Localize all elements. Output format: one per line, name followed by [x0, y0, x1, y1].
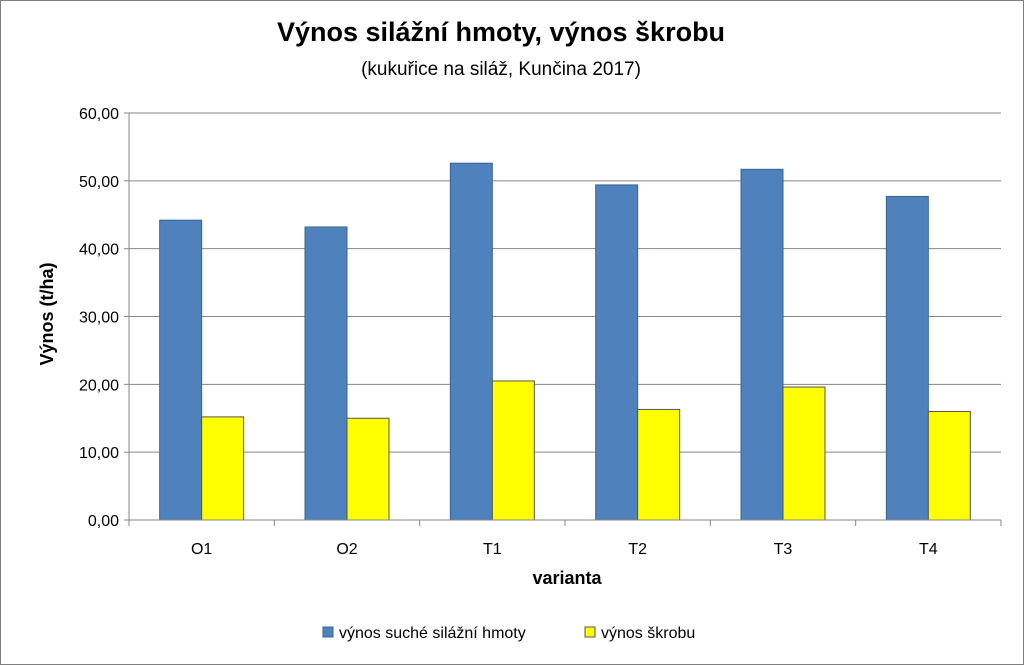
legend: výnos suché silážní hmoty výnos škrobu: [322, 625, 695, 642]
bar-O1-series-1: [159, 219, 203, 521]
legend-label: výnos škrobu: [601, 625, 695, 642]
y-tick-label: 0,00: [88, 513, 119, 530]
chart-title: Výnos silážní hmoty, výnos škrobu: [277, 17, 725, 47]
chart-subtitle: (kukuřice na siláž, Kunčina 2017): [361, 59, 641, 80]
bar-O1-series-2: [201, 416, 245, 521]
x-axis-ticks: O1 O2 T1 T2 T3 T4: [128, 520, 1002, 558]
y-tick-label: 20,00: [79, 377, 119, 394]
bars: [159, 162, 971, 521]
legend-swatch: [322, 626, 334, 638]
y-tick-label: 10,00: [79, 445, 119, 462]
y-axis-ticks: 0,00 10,00 20,00 30,00 40,00 50,00 60,00: [79, 106, 129, 530]
y-tick-label: 40,00: [79, 242, 119, 259]
bar-T2-series-2: [637, 408, 681, 521]
y-axis-title: Výnos (t/ha): [37, 262, 57, 365]
legend-swatch: [584, 626, 596, 638]
legend-label: výnos suché silážní hmoty: [339, 625, 526, 642]
bar-O2-series-2: [346, 417, 390, 521]
bar-T4-series-1: [885, 195, 929, 521]
bar-T3-series-1: [740, 168, 784, 521]
y-tick-label: 50,00: [79, 174, 119, 191]
y-tick-label: 30,00: [79, 310, 119, 327]
bar-O2-series-1: [304, 226, 348, 521]
x-axis-title: varianta: [532, 568, 602, 588]
bar-T2-series-1: [595, 184, 639, 521]
x-tick-label: O2: [336, 541, 357, 558]
x-tick-label: T3: [774, 541, 793, 558]
bar-T1-series-2: [491, 380, 535, 521]
x-tick-label: T1: [483, 541, 502, 558]
x-tick-label: T2: [628, 541, 647, 558]
x-tick-label: O1: [191, 541, 212, 558]
y-tick-label: 60,00: [79, 106, 119, 123]
bar-T1-series-1: [449, 162, 493, 521]
bar-T4-series-2: [927, 410, 971, 521]
x-tick-label: T4: [919, 541, 938, 558]
bar-T3-series-2: [782, 386, 826, 521]
gridlines: [129, 112, 1001, 453]
